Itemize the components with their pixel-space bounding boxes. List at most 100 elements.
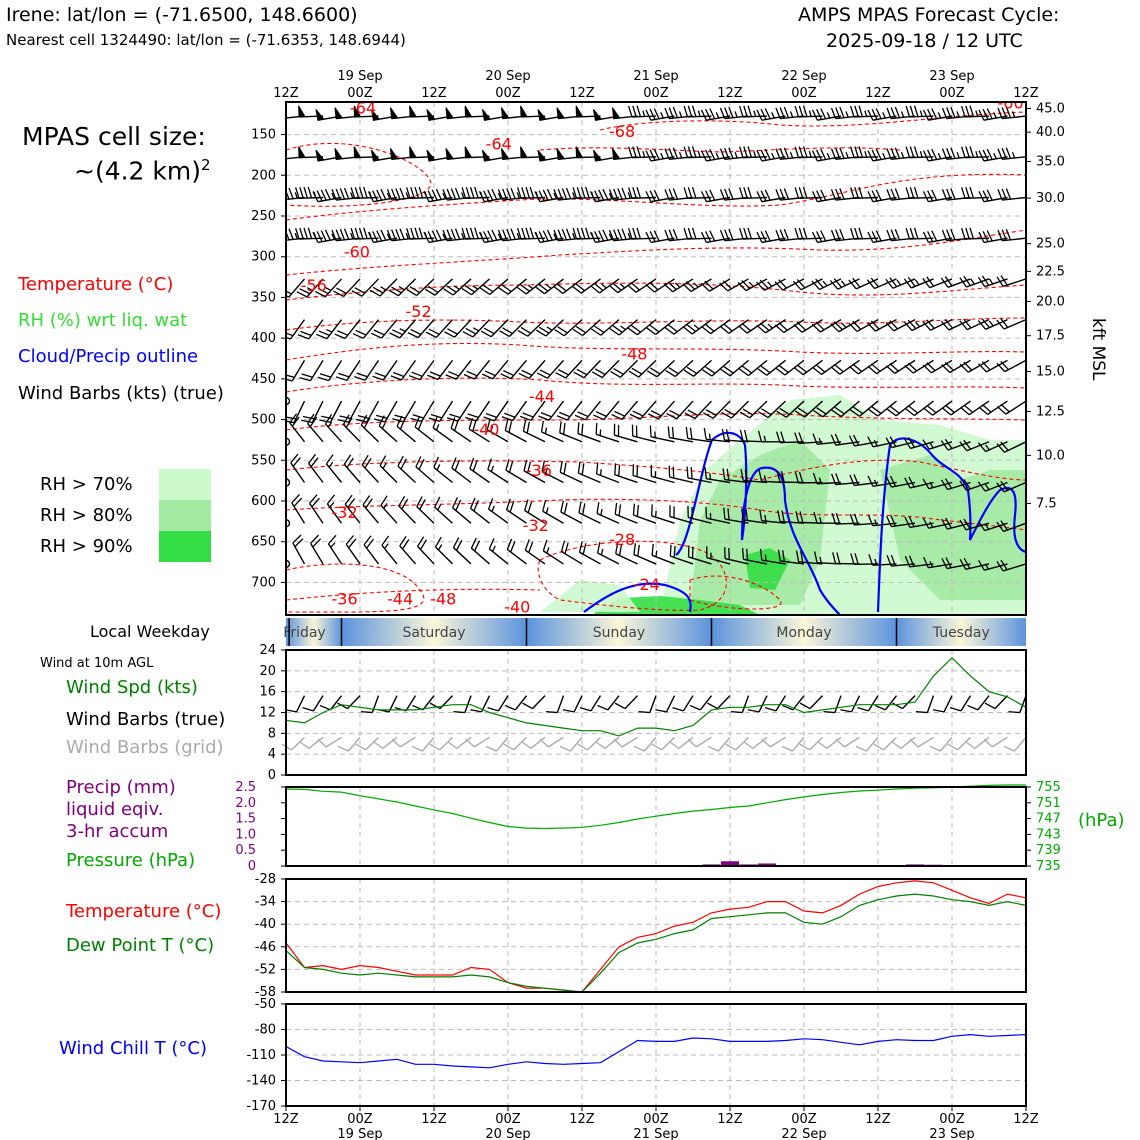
barb-shaft — [514, 695, 528, 711]
barb-full — [927, 149, 934, 161]
barb-full — [454, 228, 461, 240]
temperature-dewpoint-panel: -28-34-40-46-52-58 — [255, 872, 1027, 1000]
barb-full — [890, 554, 896, 566]
barb-full — [491, 229, 498, 241]
barb-full — [653, 108, 660, 120]
barb-half — [442, 192, 447, 200]
barb-shaft — [286, 156, 287, 158]
barb-full — [905, 146, 911, 158]
barb-full — [536, 372, 548, 379]
wind-barb — [978, 108, 1008, 121]
cell-size-exponent: 2 — [201, 156, 211, 174]
barb-half — [660, 112, 664, 119]
barb-full — [721, 428, 726, 441]
barb-half — [627, 192, 631, 199]
wind-barb — [372, 359, 398, 381]
wind-barb-grid — [411, 736, 435, 752]
wind-tick-label: 4 — [268, 747, 276, 762]
nearest-cell-info: Nearest cell 1324490: lat/lon = (-71.635… — [6, 31, 406, 49]
barb-full — [830, 366, 841, 375]
barb-full — [908, 405, 919, 414]
wind-barb — [342, 414, 361, 443]
barb-full — [922, 321, 931, 331]
barb-half — [386, 192, 391, 200]
wind-barb — [774, 319, 805, 334]
barb-full — [913, 186, 919, 199]
top-time-tick: 00Z — [347, 86, 373, 101]
barb-full — [448, 370, 460, 377]
barb-full — [894, 228, 901, 241]
wind-barb — [452, 537, 472, 565]
barb-flag — [611, 107, 621, 120]
barb-full — [739, 429, 744, 442]
barb-full — [963, 318, 972, 329]
barb-full — [355, 329, 367, 336]
wind-barb — [310, 534, 324, 565]
barb-full — [632, 410, 644, 417]
barb-full — [1005, 147, 1012, 159]
barb-full — [802, 105, 808, 117]
barb-full — [539, 369, 551, 376]
wind-barb — [468, 417, 490, 443]
bottom-date-label: 20 Sep — [485, 1127, 530, 1140]
precip-label-1: Precip (mm) — [66, 777, 176, 798]
wind-barb — [297, 319, 324, 340]
barb-full — [517, 187, 522, 199]
wind-barb — [850, 553, 879, 566]
wind-barb — [398, 495, 417, 524]
barb-half — [461, 232, 465, 240]
barb-half — [767, 323, 773, 329]
barb-full — [560, 500, 564, 513]
barb-full — [337, 330, 349, 336]
barb-full — [981, 275, 990, 286]
weekday-label: Friday — [283, 625, 325, 641]
barb-full — [932, 709, 945, 713]
barb-full — [435, 188, 442, 200]
barb-half — [572, 192, 576, 199]
wind-chill-panel: -50-80-110-140-170 — [246, 997, 1027, 1114]
barb-full — [399, 187, 405, 199]
barb-full — [408, 374, 420, 381]
barb-full — [572, 187, 578, 199]
barb-full — [608, 189, 615, 201]
barb-full — [830, 107, 837, 119]
barb-full — [944, 319, 954, 329]
barb-full — [576, 368, 588, 376]
barb-shaft — [752, 736, 768, 749]
barb-half — [764, 514, 767, 522]
barb-full — [672, 106, 679, 118]
wind-barb — [850, 105, 879, 118]
barb-full — [982, 149, 989, 161]
barb-full — [339, 188, 346, 200]
barb-shaft — [900, 736, 916, 749]
barb-full — [337, 419, 349, 423]
barb-full — [756, 109, 763, 121]
barb-full — [684, 412, 696, 420]
barb-full — [775, 367, 786, 376]
wind-barb — [331, 228, 361, 242]
barb-flag — [409, 146, 417, 159]
wind-barb — [904, 476, 934, 489]
barb-flag — [426, 109, 436, 121]
barb-full — [450, 228, 457, 241]
barb-flag — [500, 107, 510, 120]
barb-half — [937, 152, 942, 160]
wind-barb-grid — [817, 736, 842, 749]
wind-barb — [444, 319, 472, 338]
barb-full — [890, 188, 896, 200]
top-time-tick: 12Z — [1013, 86, 1039, 101]
barb-half — [527, 284, 534, 290]
wind-tick-label: 20 — [259, 664, 276, 679]
barb-full — [839, 106, 845, 118]
wind-barb-true — [614, 695, 639, 710]
wind-barb — [756, 278, 786, 291]
wind-barb — [996, 559, 1026, 572]
barb-full — [774, 281, 784, 291]
barb-full — [258, 191, 263, 201]
wind-barb — [572, 227, 601, 240]
wind-barb — [350, 227, 379, 240]
barb-full — [559, 745, 571, 752]
barb-half — [763, 475, 767, 482]
barb-full — [981, 318, 990, 329]
barb-full — [590, 328, 602, 336]
